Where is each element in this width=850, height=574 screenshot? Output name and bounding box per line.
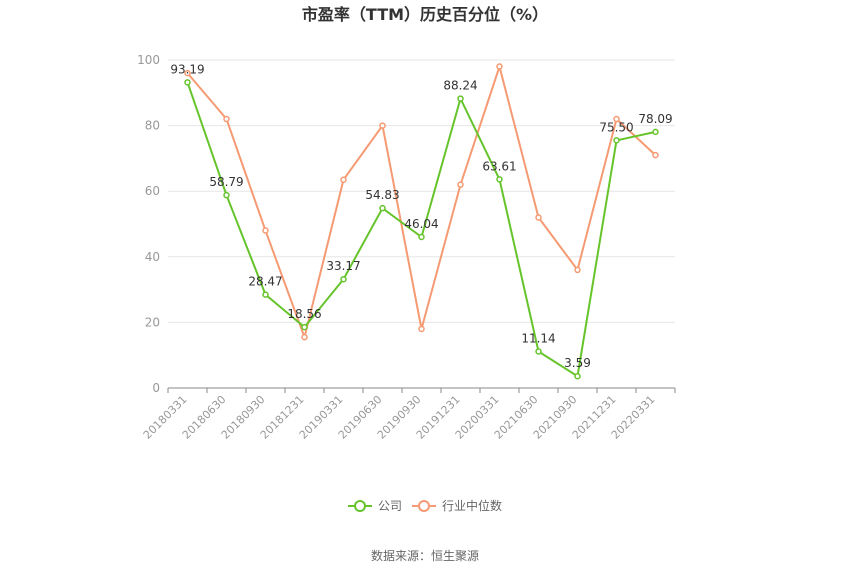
x-axis: 2018033120180630201809302018123120190331… bbox=[141, 387, 676, 442]
data-label: 3.59 bbox=[564, 356, 591, 370]
y-tick-label: 100 bbox=[137, 53, 160, 67]
legend-item-1[interactable]: 行业中位数 bbox=[412, 498, 502, 513]
y-axis: 0 20 40 60 80 100 bbox=[137, 53, 160, 395]
series-points bbox=[184, 63, 659, 380]
legend-item-0[interactable]: 公司 bbox=[348, 499, 402, 513]
data-label: 63.61 bbox=[482, 159, 516, 173]
data-point bbox=[262, 291, 269, 298]
data-label: 88.24 bbox=[443, 79, 477, 93]
data-point bbox=[457, 95, 464, 102]
data-point bbox=[652, 128, 659, 136]
data-label: 28.47 bbox=[248, 275, 282, 289]
data-point bbox=[223, 191, 230, 199]
data-label: 18.56 bbox=[287, 307, 321, 321]
data-label: 58.79 bbox=[209, 175, 243, 189]
data-point bbox=[340, 176, 347, 183]
data-point bbox=[418, 233, 425, 241]
data-point bbox=[613, 115, 620, 123]
data-label: 11.14 bbox=[521, 331, 555, 345]
data-point bbox=[652, 151, 659, 159]
legend-label: 行业中位数 bbox=[442, 498, 502, 513]
data-label: 75.50 bbox=[599, 120, 633, 134]
y-tick-label: 40 bbox=[145, 250, 160, 264]
legend[interactable]: 公司 行业中位数 bbox=[348, 498, 502, 513]
data-point bbox=[418, 325, 425, 333]
data-point bbox=[496, 63, 503, 70]
grid bbox=[168, 59, 675, 323]
y-tick-label: 20 bbox=[145, 315, 160, 329]
data-label: 93.19 bbox=[170, 62, 204, 76]
data-label: 54.83 bbox=[365, 188, 399, 202]
data-point bbox=[301, 323, 308, 331]
data-point bbox=[184, 79, 191, 86]
data-label: 78.09 bbox=[638, 112, 672, 126]
legend-marker bbox=[418, 500, 430, 512]
legend-marker bbox=[354, 500, 366, 512]
data-point bbox=[262, 227, 269, 234]
data-point bbox=[613, 137, 620, 144]
data-label: 33.17 bbox=[326, 259, 360, 273]
data-point bbox=[457, 181, 464, 188]
source-text: 数据来源：恒生聚源 bbox=[371, 548, 479, 563]
series-line-1 bbox=[186, 63, 657, 341]
y-tick-label: 60 bbox=[145, 184, 160, 198]
legend-label: 公司 bbox=[378, 499, 402, 513]
data-label: 46.04 bbox=[404, 217, 438, 231]
data-point bbox=[535, 348, 542, 355]
data-point bbox=[496, 176, 503, 183]
data-point bbox=[340, 275, 347, 283]
data-labels: 93.19 58.79 28.47 18.56 33.17 54.83 46.04 88.24… bbox=[170, 62, 672, 370]
y-tick-label: 80 bbox=[145, 119, 160, 133]
data-point bbox=[379, 204, 386, 212]
chart-title: 市盈率（TTM）历史百分位（%） bbox=[302, 5, 548, 24]
data-point bbox=[184, 69, 191, 77]
data-point bbox=[379, 122, 386, 129]
data-point bbox=[535, 214, 542, 221]
data-point bbox=[223, 115, 230, 123]
data-point bbox=[574, 372, 581, 380]
y-tick-label: 0 bbox=[152, 381, 160, 395]
data-point bbox=[574, 266, 581, 274]
data-point bbox=[301, 333, 308, 341]
